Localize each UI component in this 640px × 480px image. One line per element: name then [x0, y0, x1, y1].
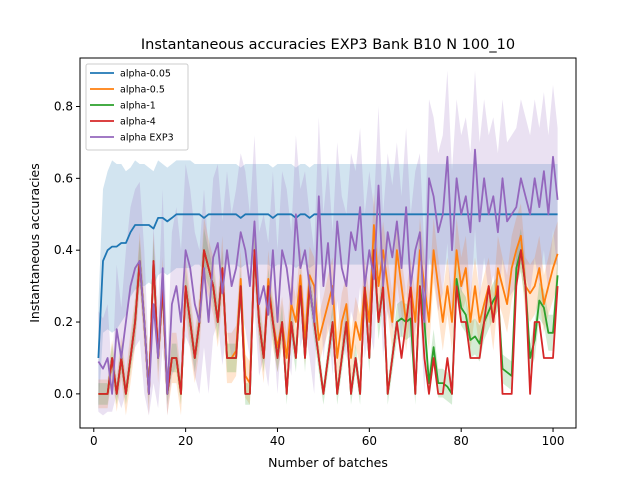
y-tick-label: 0.6: [54, 171, 73, 185]
x-tick-label: 40: [270, 434, 285, 448]
plot-frame: [79, 57, 577, 429]
series-line-3: [98, 249, 559, 395]
y-axis-label: Instantaneous accuracies: [27, 163, 42, 323]
x-axis-label: Number of batches: [268, 455, 388, 470]
legend-label: alpha-0.5: [120, 85, 165, 96]
y-tick-label: 0.0: [54, 387, 73, 401]
x-tick-label: 0: [90, 434, 98, 448]
x-tick-label: 20: [178, 434, 193, 448]
x-tick-label: 100: [542, 434, 565, 448]
legend-label: alpha-4: [120, 117, 156, 128]
legend-box: [85, 63, 189, 151]
x-tick-label: 80: [454, 434, 469, 448]
y-tick-label: 0.4: [54, 243, 73, 257]
series-line-4: [97, 148, 559, 395]
legend: alpha-0.05 alpha-0.5 alpha-1 alpha-4 alpha E…: [85, 63, 189, 151]
legend-label: alpha EXP3: [120, 133, 174, 144]
y-tick-label: 0.2: [54, 315, 73, 329]
band-2: [98, 228, 558, 405]
y-axis: 0.0 0.2 0.4 0.6 0.8: [54, 99, 80, 401]
chart-title: Instantaneous accuracies EXP3 Bank B10 N…: [141, 37, 515, 53]
series-lines: [97, 148, 559, 395]
y-tick-label: 0.8: [54, 99, 73, 113]
legend-label: alpha-1: [120, 101, 156, 112]
x-axis: 0 20 40 60 80 100: [90, 428, 565, 448]
band-0: [98, 160, 558, 412]
x-tick-label: 60: [362, 434, 377, 448]
legend-label: alpha-0.05: [120, 69, 171, 80]
